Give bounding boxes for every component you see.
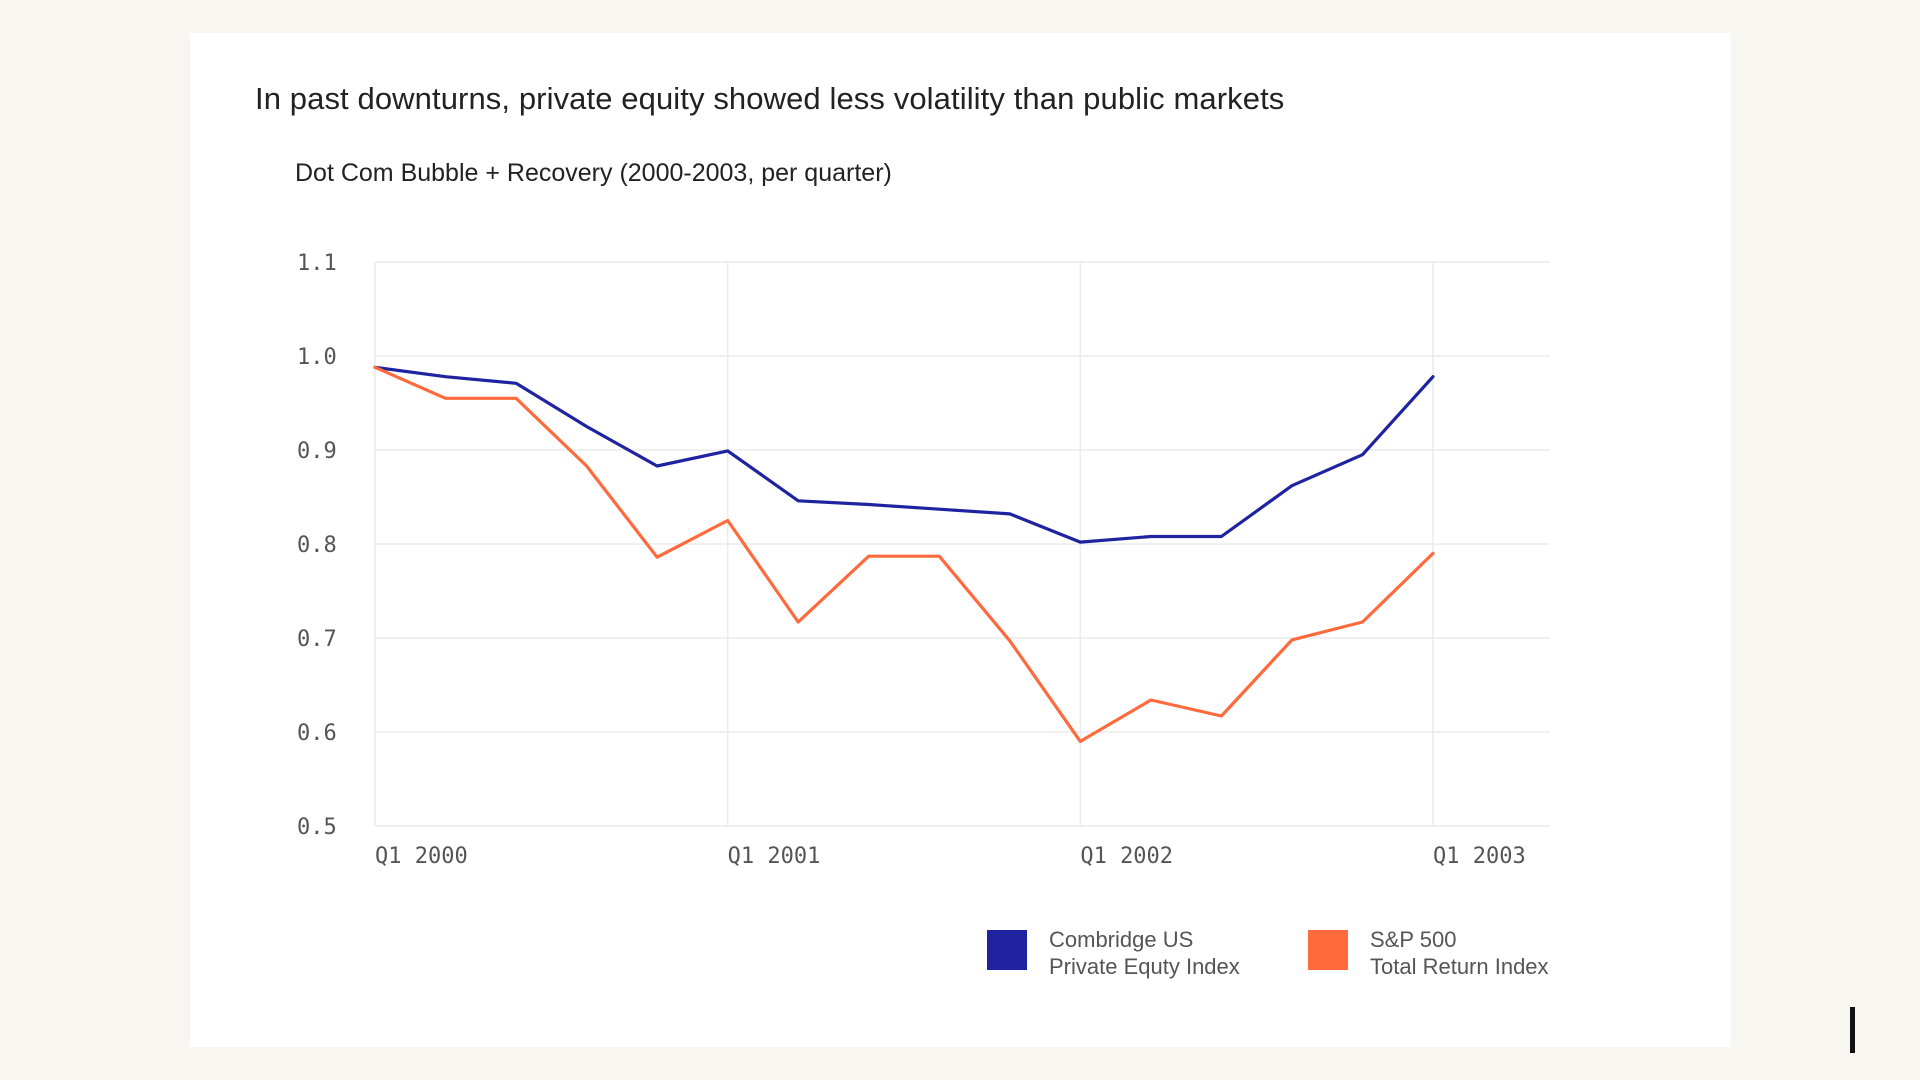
series-line-private-equity — [373, 365, 1435, 544]
x-tick-label: Q1 2000 — [375, 844, 468, 869]
y-tick-label: 0.6 — [297, 721, 337, 746]
y-tick-label: 1.1 — [297, 251, 337, 276]
y-tick-label: 0.5 — [297, 815, 337, 840]
grid-lines — [374, 261, 1550, 827]
legend-item-private-equity: Combridge US Private Equty Index — [987, 926, 1240, 980]
legend-label-private-equity-line1: Combridge US — [1049, 927, 1194, 952]
x-tick-label: Q1 2001 — [728, 844, 821, 869]
y-tick-label: 0.7 — [297, 627, 337, 652]
x-tick-label: Q1 2002 — [1080, 844, 1173, 869]
legend-item-sp500: S&P 500 Total Return Index — [1308, 926, 1549, 980]
y-tick-label: 0.9 — [297, 439, 337, 464]
chart-subtitle: Dot Com Bubble + Recovery (2000-2003, pe… — [295, 159, 892, 187]
y-tick-label: 1.0 — [297, 345, 337, 370]
line-chart: 1.1 1.0 0.9 0.8 0.7 0.6 0.5 Q1 2000 Q1 2001 Q1 20… — [297, 251, 1550, 869]
legend-label-sp500-line1: S&P 500 — [1370, 927, 1457, 952]
legend-swatch-private-equity — [987, 930, 1027, 970]
series-lines — [373, 365, 1435, 744]
chart-title: In past downturns, private equity showed… — [255, 81, 1285, 116]
legend-swatch-sp500 — [1308, 930, 1348, 970]
chart-card: In past downturns, private equity showed… — [190, 33, 1855, 1053]
series-line-sp500 — [373, 365, 1435, 744]
text-cursor-icon — [1850, 1007, 1855, 1053]
y-tick-label: 0.8 — [297, 533, 337, 558]
x-tick-label: Q1 2003 — [1433, 844, 1526, 869]
axis-ticks: 1.1 1.0 0.9 0.8 0.7 0.6 0.5 Q1 2000 Q1 2001 Q1 20… — [297, 251, 1526, 869]
legend-label-sp500-line2: Total Return Index — [1370, 954, 1549, 979]
legend-label-private-equity-line2: Private Equty Index — [1049, 954, 1240, 979]
